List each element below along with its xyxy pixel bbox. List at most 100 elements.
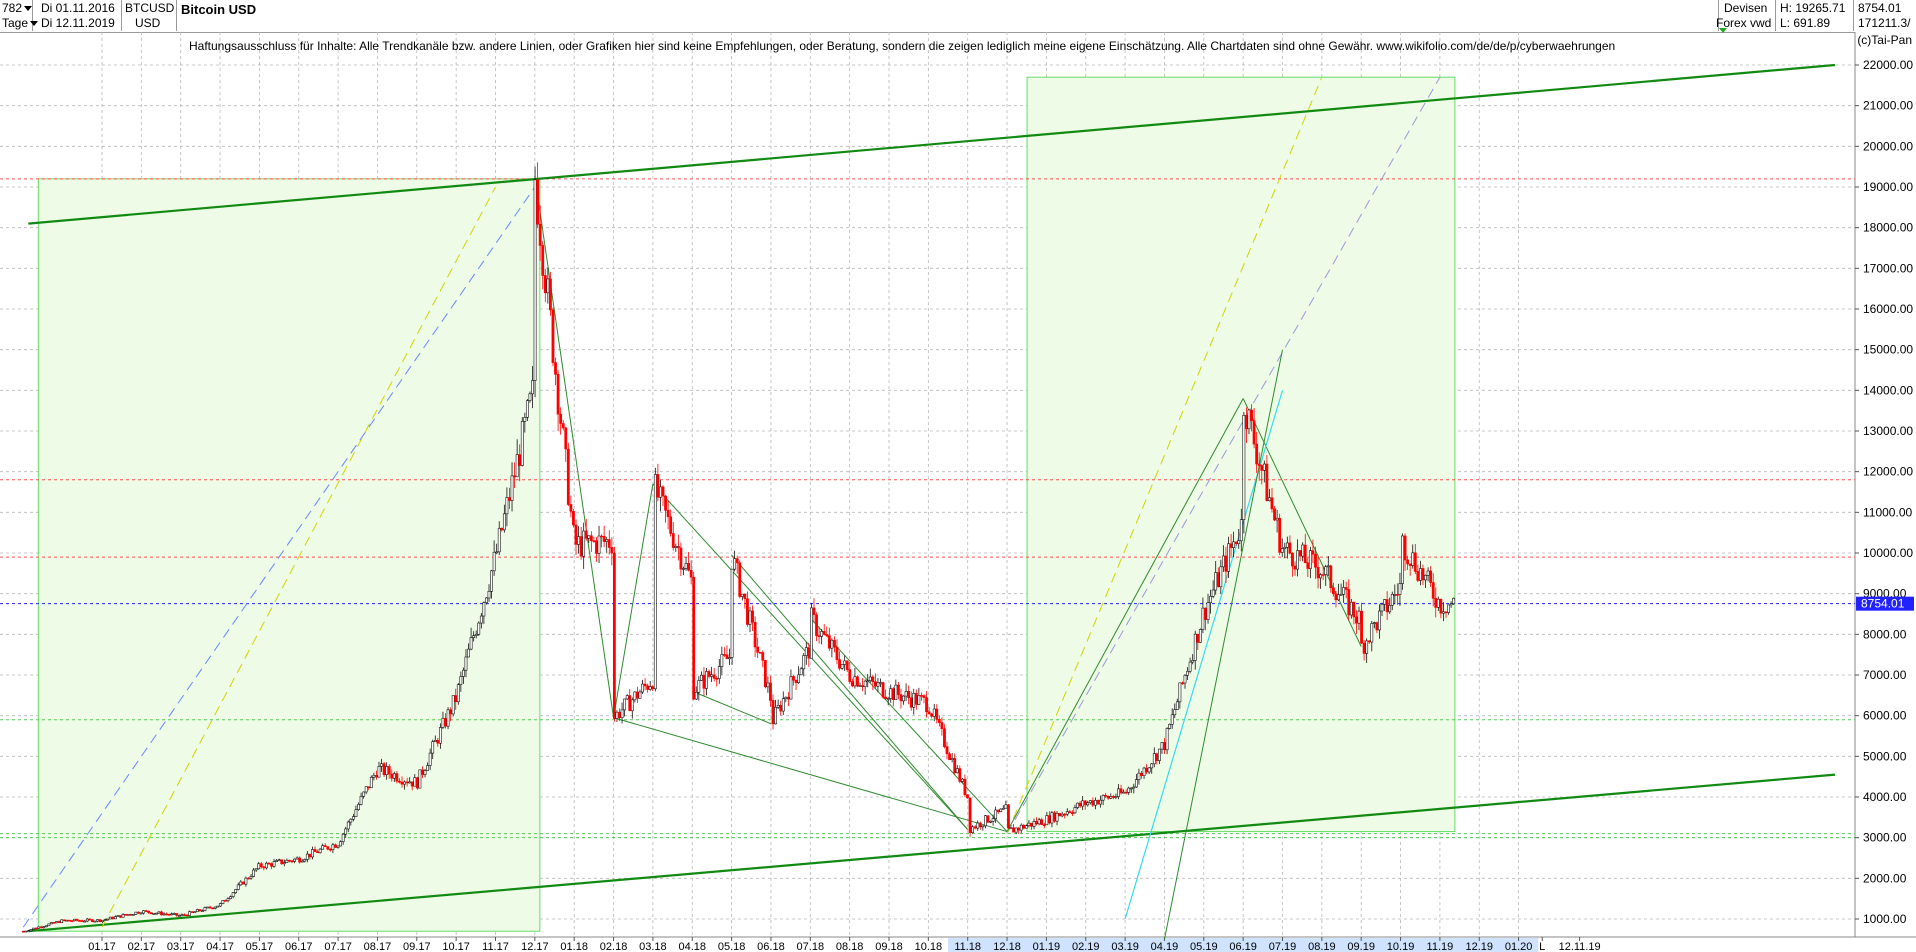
candle-body [400, 781, 404, 785]
candle-body [408, 781, 412, 784]
candle-body [62, 919, 66, 922]
candle-body [807, 647, 811, 659]
candle-body [884, 696, 888, 699]
candle-body [1081, 800, 1085, 807]
candle-body [285, 859, 289, 863]
candle-body [1114, 796, 1118, 798]
candle-body [533, 179, 537, 381]
candle-body [717, 666, 721, 679]
x-tick-label: 05.18 [718, 941, 746, 952]
candle-body [1321, 574, 1325, 576]
candle-body [1385, 599, 1389, 613]
candle-body [39, 926, 43, 929]
candle-body [577, 536, 580, 545]
candle-body [259, 863, 263, 868]
candle-body [477, 622, 481, 635]
candle-body [1268, 497, 1271, 502]
candle-body [1101, 795, 1105, 801]
candle-body [362, 791, 366, 797]
x-tick-label: 08.18 [836, 941, 864, 952]
candle-body [431, 741, 435, 754]
candle-body [1434, 598, 1438, 608]
candle-body [1260, 465, 1264, 471]
candle-body [423, 770, 427, 775]
candle-body [57, 921, 61, 924]
candle-body [710, 674, 714, 677]
candle-body [1035, 821, 1038, 825]
trend-line [1242, 398, 1362, 647]
candle-body [106, 918, 110, 921]
candle-body [1232, 541, 1236, 548]
candle-body [976, 822, 980, 829]
candle-body [172, 913, 176, 915]
candle-body [96, 919, 99, 922]
chart-title: Bitcoin USD [181, 2, 257, 17]
y-tick-label: 11000.00 [1863, 505, 1912, 519]
candle-body [37, 926, 41, 929]
candle-body [195, 909, 199, 913]
candle-body [55, 921, 58, 924]
candle-body [1214, 572, 1218, 591]
candle-body [1142, 767, 1146, 776]
candle-body [1250, 409, 1253, 422]
candle-body [1444, 611, 1448, 614]
symbol-box[interactable]: BTCUSD USD [122, 0, 177, 31]
candle-body [561, 423, 565, 429]
candle-body [1027, 822, 1031, 826]
count-selector[interactable]: 782 Tage [0, 0, 39, 31]
candle-body [625, 695, 629, 700]
candle-body [211, 907, 215, 910]
candle-body [1221, 555, 1225, 568]
chevron-down-icon [24, 6, 33, 11]
candle-body [595, 540, 598, 554]
candle-body [615, 711, 619, 719]
candle-body [1372, 622, 1376, 624]
candle-body [1237, 540, 1241, 545]
candle-body [914, 693, 918, 705]
candle-body [607, 539, 611, 548]
candle-body [1262, 463, 1266, 471]
candle-body [1424, 575, 1427, 581]
candle-body [206, 906, 209, 909]
candle-body [70, 920, 74, 922]
candle-body [894, 684, 898, 700]
candle-body [175, 913, 179, 916]
timeframe-selector[interactable]: Tage [2, 16, 41, 31]
analysis-box [37, 178, 541, 932]
candle-body [999, 808, 1003, 813]
candle-body [940, 722, 944, 730]
candle-body [313, 849, 317, 853]
candle-body [157, 911, 161, 914]
candle-body [679, 547, 683, 570]
candle-body [390, 773, 394, 779]
candle-body [538, 223, 542, 246]
date-range[interactable]: Di 01.11.2016 Di 12.11.2019 [33, 0, 122, 31]
x-tick-label: 03.18 [639, 941, 667, 952]
x-tick-label: 06.19 [1229, 941, 1257, 952]
candle-body [1419, 568, 1422, 581]
y-tick-label: 13000.00 [1863, 424, 1913, 438]
candle-body [1311, 550, 1315, 555]
candle-body [1393, 594, 1397, 596]
candle-body [966, 794, 969, 799]
candle-body [1303, 544, 1307, 564]
x-tick-label: 07.18 [797, 941, 825, 952]
candlestick-chart[interactable]: 1000.00 2000.00 3000.00 4000.00 5000.00 6000.… [0, 32, 1916, 952]
candle-body [359, 795, 363, 805]
candle-body [984, 815, 987, 827]
candle-body [1337, 594, 1340, 601]
candle-body [572, 510, 575, 526]
candle-body [551, 309, 555, 363]
candle-body [853, 676, 857, 687]
candle-body [587, 535, 591, 539]
candle-body [810, 607, 813, 659]
candle-body [804, 647, 808, 656]
x-tick-label: 10.17 [442, 941, 470, 952]
candle-body [90, 919, 94, 922]
candle-body [953, 758, 957, 774]
candle-body [1406, 559, 1410, 565]
source-feed: Forex vwd [1716, 16, 1772, 30]
x-tick-label: 12.19 [1465, 941, 1493, 952]
candle-body [687, 563, 690, 571]
candle-body [264, 862, 268, 869]
